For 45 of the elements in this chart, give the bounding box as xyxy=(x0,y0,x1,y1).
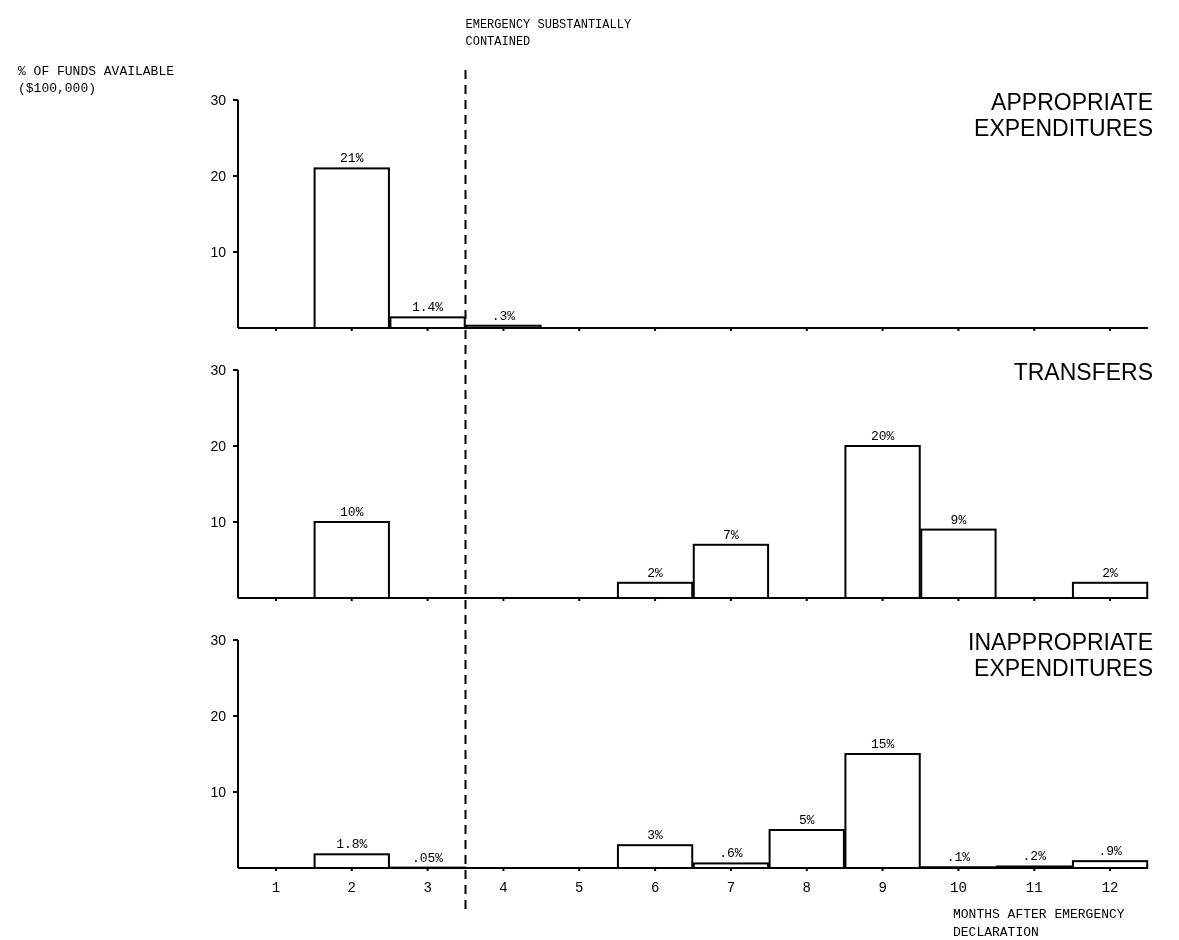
x-tick-label: 5 xyxy=(575,880,584,896)
y-tick-label: 30 xyxy=(210,91,227,108)
data-label: .6% xyxy=(719,846,743,862)
data-label: 1.4% xyxy=(411,300,444,316)
data-label: 9% xyxy=(950,512,967,528)
x-axis-title: MONTHS AFTER EMERGENCY DECLARATION xyxy=(953,907,1125,940)
y-tick-label: 20 xyxy=(210,437,227,454)
data-label: 7% xyxy=(723,527,739,543)
data-label: 15% xyxy=(870,737,895,752)
data-label: .9% xyxy=(1098,844,1122,860)
x-tick-label: 9 xyxy=(878,880,887,896)
data-label: .05% xyxy=(411,850,444,866)
x-tick-label: 3 xyxy=(423,880,432,896)
y-tick-label: 10 xyxy=(210,783,227,800)
data-label: 2% xyxy=(647,565,664,581)
x-tick-label: 12 xyxy=(1101,880,1119,896)
chart-title: APPROPRIATE EXPENDITURES xyxy=(974,89,1153,141)
chart-title: INAPPROPRIATE EXPENDITURES xyxy=(968,629,1153,681)
data-label: 1.8% xyxy=(336,837,368,853)
data-label: 21% xyxy=(340,151,364,167)
x-tick-label: 1 xyxy=(271,880,281,896)
x-tick-label: 8 xyxy=(802,880,811,896)
y-axis-title: % OF FUNDS AVAILABLE ($100,000) xyxy=(18,64,175,96)
y-tick-label: 30 xyxy=(210,361,227,378)
x-tick-label: 11 xyxy=(1025,880,1043,896)
data-label: 3% xyxy=(647,828,664,844)
x-tick-label: 4 xyxy=(499,880,508,896)
x-tick-label: 10 xyxy=(950,880,967,896)
data-label: 5% xyxy=(798,813,815,828)
data-label: .2% xyxy=(1022,849,1047,865)
data-label: .1% xyxy=(946,850,971,866)
chart-title: TRANSFERS xyxy=(1013,359,1153,385)
data-label: .3% xyxy=(491,308,516,324)
y-tick-label: 20 xyxy=(210,707,227,724)
ref-line-label: EMERGENCY SUBSTANTIALLY CONTAINED xyxy=(465,18,632,49)
y-tick-label: 10 xyxy=(210,243,227,260)
data-label: 20% xyxy=(870,429,895,444)
y-tick-label: 20 xyxy=(210,167,227,184)
x-tick-label: 2 xyxy=(347,880,356,896)
x-tick-label: 6 xyxy=(650,880,660,896)
y-tick-label: 30 xyxy=(210,631,227,648)
x-tick-label: 7 xyxy=(726,880,736,896)
data-label: 10% xyxy=(340,505,364,520)
data-label: 2% xyxy=(1102,565,1119,581)
y-tick-label: 10 xyxy=(210,513,227,530)
